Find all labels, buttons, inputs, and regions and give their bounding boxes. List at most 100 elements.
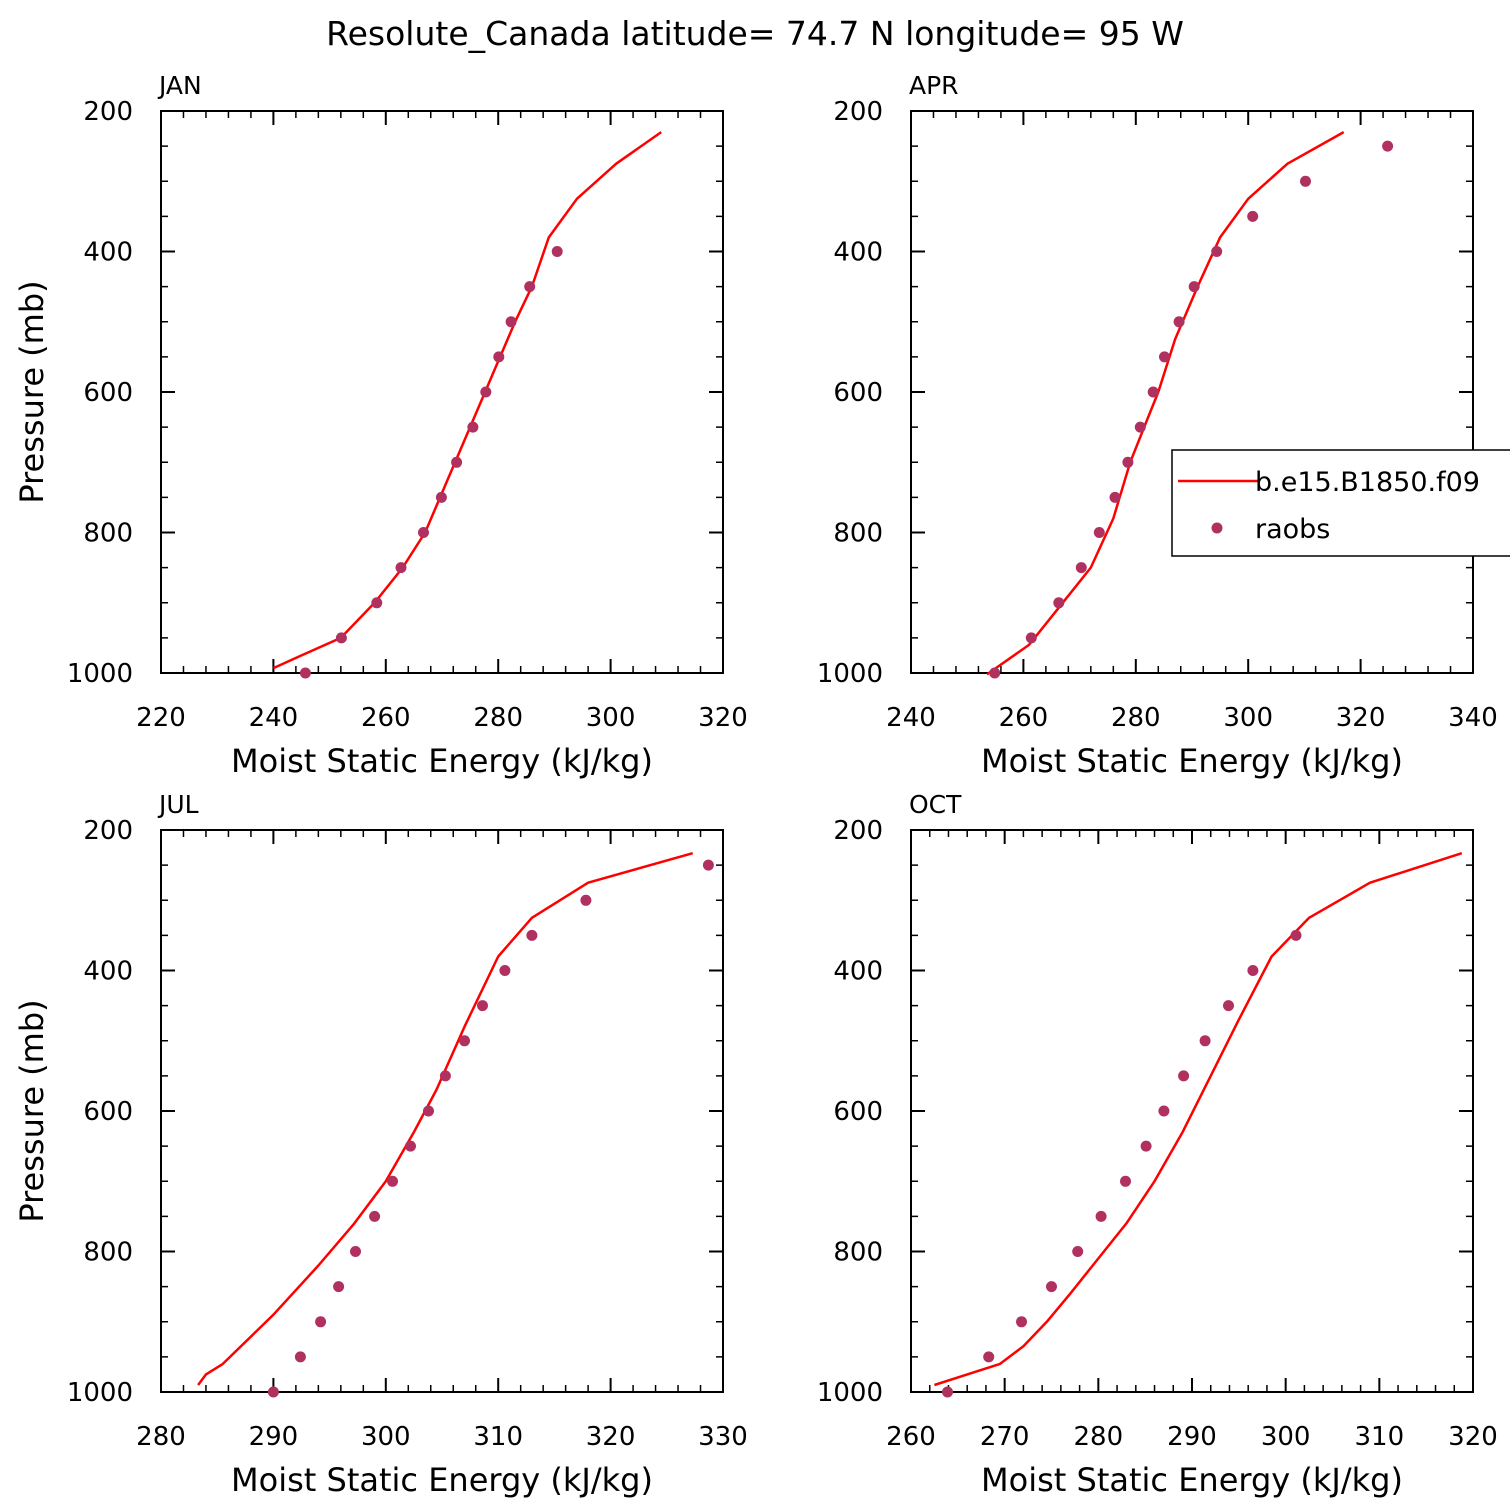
x-tick-label: 320 — [698, 703, 748, 733]
x-tick-label: 300 — [1223, 703, 1273, 733]
data-point-raobs — [350, 1246, 361, 1257]
x-tick-label: 320 — [1448, 1422, 1498, 1452]
y-tick-label: 1000 — [67, 659, 133, 689]
x-axis-label: Moist Static Energy (kJ/kg) — [231, 1461, 653, 1499]
data-point-raobs — [477, 1000, 488, 1012]
data-point-raobs — [499, 965, 511, 976]
x-tick-label: 310 — [473, 1422, 523, 1452]
data-point-raobs — [294, 1351, 306, 1363]
data-point-raobs — [1134, 421, 1146, 433]
x-tick-label: 280 — [1074, 1422, 1124, 1452]
y-tick-label: 800 — [833, 1238, 883, 1268]
y-tick-label: 600 — [833, 1097, 883, 1127]
data-point-raobs — [451, 456, 463, 468]
data-point-raobs — [1173, 316, 1185, 328]
data-point-raobs — [1211, 246, 1223, 257]
data-point-raobs — [1290, 929, 1302, 941]
series-line-model — [986, 131, 1345, 676]
panels: JAN 220 240 260 280 300 320 200 400 600 800 1000 Moi… — [13, 71, 1498, 1499]
panel-apr: APR 240 260 280 300 320 340 200 400 600 800 1000 Moi… — [817, 71, 1498, 780]
panel-jul: JUL 280 290 300 310 320 330 200 400 600 800 1000 Moi… — [13, 790, 748, 1499]
data-point-raobs — [1053, 597, 1065, 609]
data-point-raobs — [1122, 456, 1134, 468]
data-point-raobs — [524, 281, 536, 293]
y-tick-label: 800 — [833, 519, 883, 549]
x-tick-label: 330 — [698, 1422, 748, 1452]
data-point-raobs — [405, 1140, 416, 1152]
data-point-raobs — [1147, 386, 1159, 398]
y-tick-label: 600 — [83, 1097, 133, 1127]
y-tick-label: 400 — [833, 957, 883, 987]
y-tick-label: 1000 — [67, 1378, 133, 1408]
x-tick-label: 340 — [1448, 703, 1498, 733]
data-point-raobs — [1140, 1140, 1152, 1152]
data-point-raobs — [1188, 281, 1200, 293]
data-point-raobs — [983, 1351, 995, 1363]
data-point-raobs — [335, 632, 347, 644]
x-tick-label: 260 — [886, 1422, 936, 1452]
data-point-raobs — [505, 316, 517, 328]
panel-label: OCT — [909, 790, 962, 819]
legend-marker-swatch — [1211, 522, 1223, 534]
x-axis-label: Moist Static Energy (kJ/kg) — [231, 742, 653, 780]
data-point-raobs — [493, 351, 505, 363]
data-point-raobs — [1223, 1000, 1234, 1012]
data-point-raobs — [551, 246, 563, 257]
x-tick-label: 310 — [1355, 1422, 1405, 1452]
legend-entry-model: b.e15.B1850.f09 — [1255, 467, 1480, 498]
data-point-raobs — [526, 929, 538, 941]
y-tick-label: 600 — [833, 378, 883, 408]
data-point-raobs — [1247, 210, 1259, 222]
x-tick-label: 270 — [980, 1422, 1030, 1452]
panel-label: APR — [909, 71, 959, 100]
y-tick-label: 400 — [83, 238, 133, 268]
y-tick-label: 400 — [833, 238, 883, 268]
data-point-raobs — [480, 386, 492, 398]
data-point-raobs — [315, 1316, 327, 1328]
data-point-raobs — [1093, 527, 1105, 538]
y-tick-label: 1000 — [817, 1378, 883, 1408]
data-point-raobs — [418, 527, 429, 538]
data-point-raobs — [1046, 1281, 1057, 1293]
data-point-raobs — [435, 491, 447, 503]
data-point-raobs — [387, 1175, 398, 1187]
data-point-raobs — [1075, 562, 1087, 574]
x-tick-label: 240 — [249, 703, 299, 733]
y-tick-label: 400 — [83, 957, 133, 987]
data-point-raobs — [1025, 632, 1037, 644]
data-point-raobs — [989, 667, 1001, 679]
y-tick-label: 200 — [83, 97, 133, 127]
legend-box — [1171, 449, 1510, 557]
data-point-raobs — [439, 1070, 451, 1082]
x-tick-label: 260 — [361, 703, 411, 733]
x-tick-label: 290 — [249, 1422, 299, 1452]
y-tick-label: 1000 — [817, 659, 883, 689]
data-point-raobs — [1016, 1316, 1027, 1328]
data-point-raobs — [423, 1105, 434, 1117]
figure-title: Resolute_Canada latitude= 74.7 N longitu… — [326, 14, 1184, 53]
y-tick-label: 200 — [83, 816, 133, 846]
panel-jan: JAN 220 240 260 280 300 320 200 400 600 800 1000 Moi… — [13, 71, 748, 780]
x-tick-label: 240 — [886, 703, 936, 733]
y-tick-label: 600 — [83, 378, 133, 408]
data-point-raobs — [1072, 1246, 1084, 1257]
y-tick-label: 200 — [833, 97, 883, 127]
y-axis-label: Pressure (mb) — [13, 280, 51, 503]
x-tick-label: 260 — [999, 703, 1049, 733]
x-tick-label: 300 — [361, 1422, 411, 1452]
x-tick-label: 290 — [1167, 1422, 1217, 1452]
data-point-raobs — [459, 1035, 470, 1047]
panel-label: JAN — [157, 71, 202, 100]
x-tick-label: 320 — [1336, 703, 1386, 733]
x-tick-label: 280 — [1111, 703, 1161, 733]
data-point-raobs — [299, 667, 311, 679]
data-point-raobs — [267, 1386, 279, 1398]
data-point-raobs — [942, 1386, 953, 1398]
data-point-raobs — [580, 894, 592, 906]
data-point-raobs — [371, 597, 383, 609]
data-point-raobs — [1178, 1070, 1190, 1082]
x-tick-label: 300 — [586, 703, 636, 733]
data-point-raobs — [1120, 1175, 1131, 1187]
data-point-raobs — [333, 1281, 345, 1293]
